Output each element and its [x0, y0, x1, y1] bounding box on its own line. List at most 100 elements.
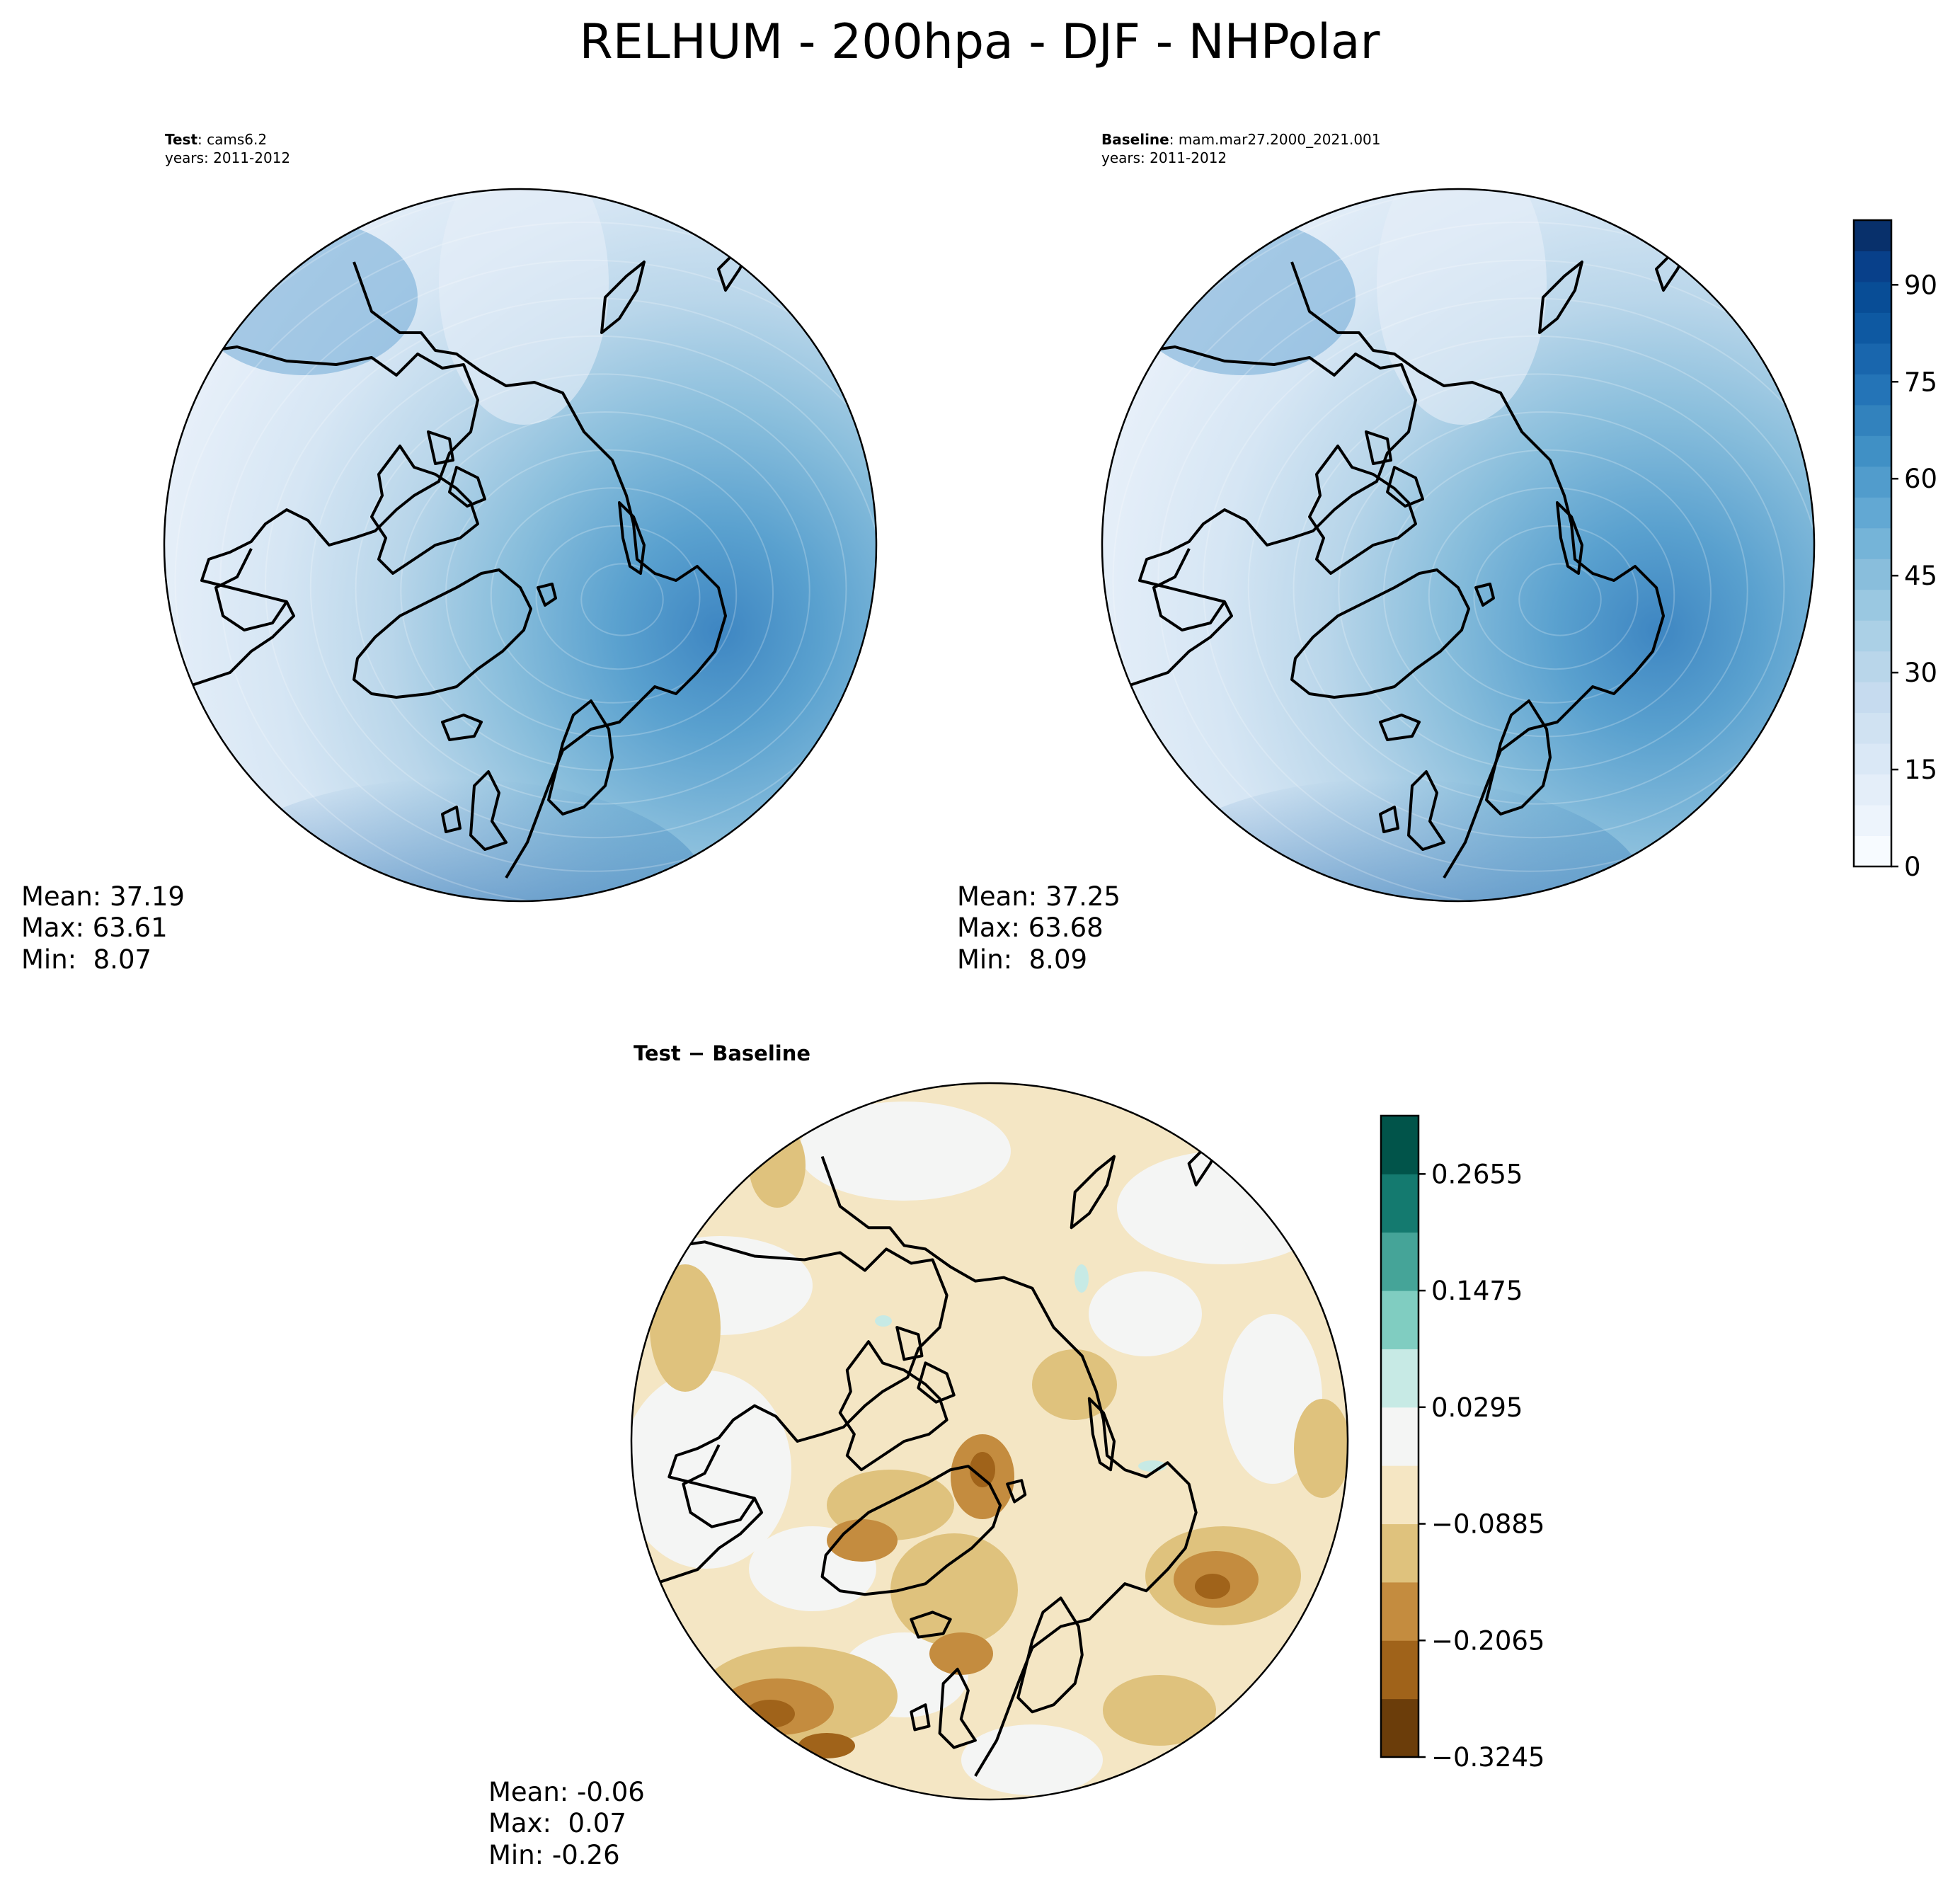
diff-anomaly-patch — [929, 1632, 993, 1675]
coastline — [441, 714, 483, 741]
test-label-rest: : cams6.2 — [197, 131, 267, 148]
coastline — [938, 1667, 977, 1749]
diff-anomaly-patch — [1103, 1675, 1216, 1746]
coastline — [1290, 261, 1665, 879]
diff-map-boundary — [630, 1082, 1349, 1801]
colorbar-difference: −0.3245 −0.2065 −0.0885 0.0295 0.1475 0.2655 — [1380, 1114, 1544, 1773]
contour-line — [1518, 563, 1602, 636]
colorbar-relhum-frame — [1852, 219, 1893, 868]
baseline-stat-min: Min: 8.09 — [957, 944, 1087, 975]
test-contour-lines — [164, 189, 876, 901]
colorbar-relhum-tick-label: 30 — [1904, 658, 1937, 688]
diff-anomaly-patch — [890, 1533, 1018, 1647]
colorbar-difference-segment — [1381, 1698, 1419, 1758]
colorbar-difference-frame — [1380, 1114, 1420, 1758]
coastline — [631, 1240, 949, 1586]
colorbar-relhum-tick-label: 75 — [1904, 367, 1937, 397]
colorbar-relhum-segment — [1854, 343, 1891, 374]
colorbar-relhum-segment — [1854, 589, 1891, 621]
colorbar-relhum: 0 15 30 45 60 75 90 — [1852, 219, 1937, 882]
diff-anomaly-patch — [1074, 1264, 1089, 1293]
colorbar-relhum-segment — [1854, 712, 1891, 744]
colorbar-relhum-segment — [1854, 743, 1891, 775]
contour-line — [219, 259, 876, 901]
coastline — [600, 261, 646, 334]
diff-stat-mean: Mean: -0.06 — [488, 1777, 645, 1807]
panel-baseline: Baseline: mam.mar27.2000_2021.001 years:… — [957, 131, 1816, 975]
baseline-map-field — [1102, 189, 1814, 901]
coastline — [353, 261, 727, 879]
contour-line — [355, 373, 847, 805]
coastline — [682, 1444, 756, 1528]
colorbar-relhum-segment — [1854, 435, 1891, 467]
colorbar-relhum-segment — [1854, 559, 1891, 590]
coastline — [353, 568, 532, 699]
colorbar-relhum-segment — [1854, 497, 1891, 529]
contour-line — [1473, 525, 1639, 670]
coastline — [1386, 466, 1424, 508]
colorbar-difference-tick-label: −0.2065 — [1431, 1625, 1544, 1656]
panel-difference: Test − Baseline Mean: -0.06 Max: 0.07 Mi… — [488, 1041, 1349, 1870]
coastline — [820, 1465, 1002, 1596]
coastline — [427, 430, 454, 465]
colorbar-difference-segment — [1381, 1232, 1419, 1291]
colorbar-difference-segment — [1381, 1349, 1419, 1408]
colorbar-relhum-tick-label: 90 — [1904, 270, 1937, 300]
contour-line — [1203, 297, 1814, 872]
colorbar-relhum-tick-label: 15 — [1904, 755, 1937, 785]
coastline — [1070, 1155, 1116, 1230]
coastline — [910, 1610, 952, 1639]
coastline — [1308, 445, 1417, 575]
coastline — [1006, 1479, 1027, 1504]
baseline-coastlines — [1102, 239, 1693, 879]
coastline — [441, 806, 462, 833]
test-map-boundary — [163, 188, 878, 903]
colorbar-relhum-tick-label: 60 — [1904, 464, 1937, 494]
baseline-contour-lines — [1102, 189, 1814, 901]
coastline — [448, 466, 486, 508]
coastline — [1016, 1596, 1084, 1714]
colorbar-relhum-segment — [1854, 620, 1891, 652]
colorbar-relhum-segment — [1854, 251, 1891, 282]
colorbar-difference-segment — [1381, 1523, 1419, 1583]
coastline — [1152, 548, 1226, 631]
diff-anomaly-patch — [970, 1452, 995, 1487]
colorbar-relhum-segment — [1854, 835, 1891, 867]
coastline — [895, 1326, 924, 1361]
coastline — [1087, 1397, 1116, 1472]
coastline — [1556, 501, 1583, 575]
diff-stat-min: Min: -0.26 — [488, 1840, 620, 1870]
baseline-map-boundary — [1101, 188, 1816, 903]
coastline — [537, 583, 557, 607]
colorbar-relhum-segment — [1854, 466, 1891, 498]
contour-line — [309, 335, 876, 839]
colorbar-relhum-segment — [1854, 220, 1891, 251]
contour-line — [1428, 487, 1675, 704]
diff-anomaly-patch — [1294, 1399, 1348, 1498]
diff-anomaly-patch — [650, 1264, 721, 1392]
contour-line — [1247, 335, 1814, 839]
colorbar-relhum-segment — [1854, 312, 1891, 344]
test-stat-min: Min: 8.07 — [21, 944, 151, 975]
figure-title: RELHUM - 200hpa - DJF - NHPolar — [580, 14, 1380, 70]
contour-line — [174, 222, 876, 901]
test-stat-mean: Mean: 37.19 — [21, 881, 185, 912]
diff-stat-max: Max: 0.07 — [488, 1808, 626, 1838]
colorbar-difference-tick-label: 0.1475 — [1431, 1276, 1523, 1306]
contour-line — [490, 487, 738, 704]
diff-anomaly-patch — [798, 1102, 1011, 1201]
contour-line — [1293, 373, 1785, 805]
diff-anomaly-patch — [875, 1315, 892, 1327]
coastline — [820, 1155, 1198, 1777]
test-stat-max: Max: 63.61 — [21, 912, 168, 943]
diff-coastlines — [631, 1133, 1226, 1777]
coastline — [1407, 770, 1445, 851]
colorbar-relhum-tick-label: 0 — [1904, 852, 1921, 882]
test-years: years: 2011-2012 — [165, 149, 290, 166]
coastline — [917, 1361, 956, 1404]
baseline-label-bold: Baseline — [1101, 131, 1169, 148]
colorbar-relhum-tick-label: 45 — [1904, 561, 1937, 591]
colorbar-difference-segment — [1381, 1174, 1419, 1233]
coastline — [1379, 806, 1399, 833]
coastline — [214, 548, 288, 631]
